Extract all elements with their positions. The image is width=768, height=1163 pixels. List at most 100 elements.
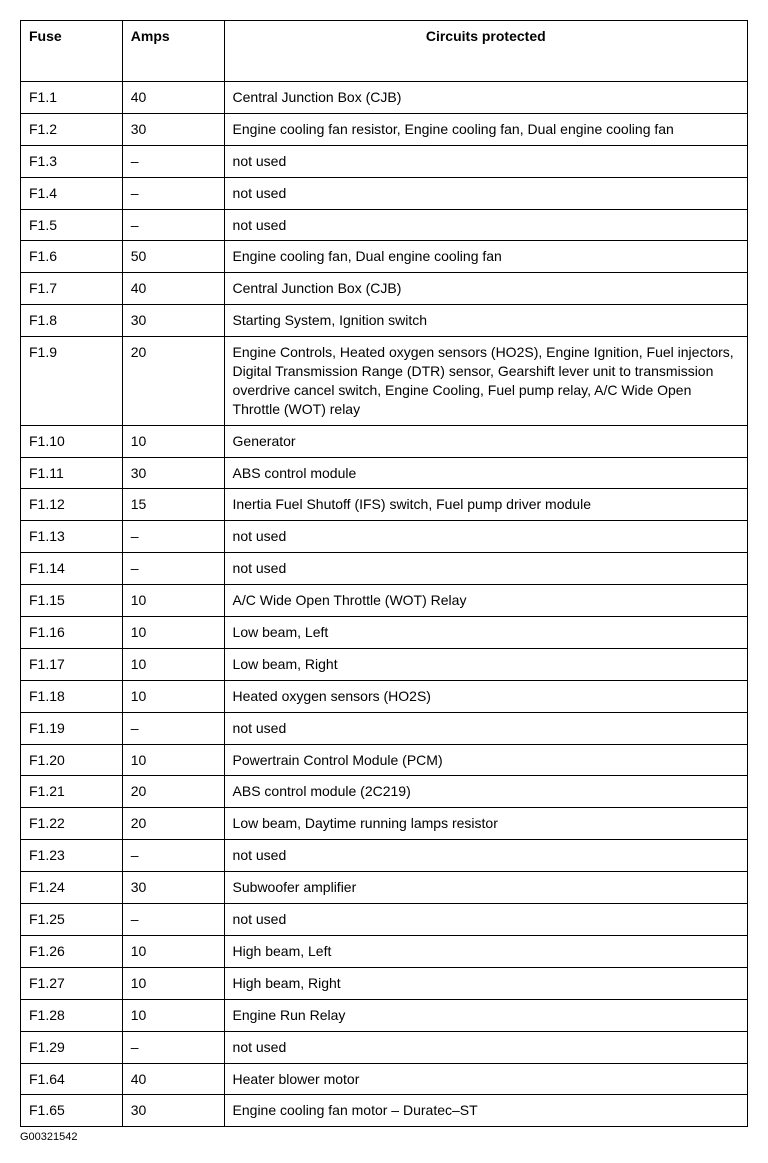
cell-amps: 10 [122, 585, 224, 617]
table-row: F1.6440Heater blower motor [21, 1063, 748, 1095]
cell-fuse: F1.4 [21, 177, 123, 209]
cell-fuse: F1.17 [21, 648, 123, 680]
col-header-amps: Amps [122, 21, 224, 82]
table-row: F1.14–not used [21, 553, 748, 585]
cell-circuits: not used [224, 1031, 747, 1063]
table-row: F1.1510A/C Wide Open Throttle (WOT) Rela… [21, 585, 748, 617]
cell-amps: 10 [122, 744, 224, 776]
cell-fuse: F1.15 [21, 585, 123, 617]
cell-fuse: F1.11 [21, 457, 123, 489]
cell-amps: 10 [122, 617, 224, 649]
cell-circuits: not used [224, 177, 747, 209]
table-row: F1.2220Low beam, Daytime running lamps r… [21, 808, 748, 840]
cell-amps: 15 [122, 489, 224, 521]
cell-circuits: Starting System, Ignition switch [224, 305, 747, 337]
cell-circuits: Heated oxygen sensors (HO2S) [224, 680, 747, 712]
table-row: F1.1010Generator [21, 425, 748, 457]
table-row: F1.2710High beam, Right [21, 967, 748, 999]
cell-fuse: F1.10 [21, 425, 123, 457]
cell-fuse: F1.13 [21, 521, 123, 553]
cell-circuits: not used [224, 209, 747, 241]
cell-fuse: F1.23 [21, 840, 123, 872]
cell-fuse: F1.24 [21, 872, 123, 904]
cell-circuits: not used [224, 553, 747, 585]
cell-amps: 20 [122, 808, 224, 840]
cell-circuits: ABS control module (2C219) [224, 776, 747, 808]
cell-amps: 10 [122, 999, 224, 1031]
cell-fuse: F1.27 [21, 967, 123, 999]
table-row: F1.650Engine cooling fan, Dual engine co… [21, 241, 748, 273]
cell-circuits: Engine Run Relay [224, 999, 747, 1031]
cell-fuse: F1.20 [21, 744, 123, 776]
cell-amps: – [122, 904, 224, 936]
cell-fuse: F1.7 [21, 273, 123, 305]
table-row: F1.3–not used [21, 145, 748, 177]
cell-amps: – [122, 1031, 224, 1063]
cell-circuits: Engine cooling fan resistor, Engine cool… [224, 113, 747, 145]
cell-circuits: ABS control module [224, 457, 747, 489]
table-row: F1.2430Subwoofer amplifier [21, 872, 748, 904]
cell-fuse: F1.14 [21, 553, 123, 585]
cell-amps: 30 [122, 1095, 224, 1127]
cell-amps: 50 [122, 241, 224, 273]
cell-amps: 30 [122, 457, 224, 489]
cell-amps: – [122, 177, 224, 209]
table-row: F1.23–not used [21, 840, 748, 872]
cell-fuse: F1.18 [21, 680, 123, 712]
table-row: F1.1710Low beam, Right [21, 648, 748, 680]
cell-circuits: Low beam, Daytime running lamps resistor [224, 808, 747, 840]
table-row: F1.2010Powertrain Control Module (PCM) [21, 744, 748, 776]
cell-circuits: High beam, Right [224, 967, 747, 999]
cell-circuits: not used [224, 145, 747, 177]
cell-circuits: High beam, Left [224, 935, 747, 967]
cell-amps: – [122, 145, 224, 177]
cell-fuse: F1.65 [21, 1095, 123, 1127]
cell-amps: 30 [122, 113, 224, 145]
col-header-circuits: Circuits protected [224, 21, 747, 82]
cell-fuse: F1.1 [21, 82, 123, 114]
table-row: F1.830Starting System, Ignition switch [21, 305, 748, 337]
cell-amps: 30 [122, 305, 224, 337]
cell-amps: – [122, 712, 224, 744]
cell-fuse: F1.5 [21, 209, 123, 241]
cell-fuse: F1.16 [21, 617, 123, 649]
cell-circuits: not used [224, 840, 747, 872]
cell-amps: 10 [122, 680, 224, 712]
fuse-table: Fuse Amps Circuits protected F1.140Centr… [20, 20, 748, 1127]
table-row: F1.140Central Junction Box (CJB) [21, 82, 748, 114]
cell-amps: 30 [122, 872, 224, 904]
table-row: F1.13–not used [21, 521, 748, 553]
cell-circuits: Central Junction Box (CJB) [224, 273, 747, 305]
table-row: F1.19–not used [21, 712, 748, 744]
cell-circuits: Low beam, Right [224, 648, 747, 680]
cell-amps: – [122, 521, 224, 553]
cell-amps: 20 [122, 337, 224, 426]
table-row: F1.1810Heated oxygen sensors (HO2S) [21, 680, 748, 712]
cell-circuits: Powertrain Control Module (PCM) [224, 744, 747, 776]
cell-fuse: F1.12 [21, 489, 123, 521]
cell-amps: – [122, 840, 224, 872]
cell-amps: 10 [122, 425, 224, 457]
table-row: F1.1130ABS control module [21, 457, 748, 489]
cell-fuse: F1.29 [21, 1031, 123, 1063]
cell-circuits: not used [224, 904, 747, 936]
cell-fuse: F1.3 [21, 145, 123, 177]
cell-circuits: A/C Wide Open Throttle (WOT) Relay [224, 585, 747, 617]
cell-amps: – [122, 553, 224, 585]
table-row: F1.1215Inertia Fuel Shutoff (IFS) switch… [21, 489, 748, 521]
cell-fuse: F1.26 [21, 935, 123, 967]
cell-circuits: not used [224, 712, 747, 744]
cell-amps: 10 [122, 935, 224, 967]
cell-fuse: F1.19 [21, 712, 123, 744]
cell-amps: 10 [122, 967, 224, 999]
cell-amps: 10 [122, 648, 224, 680]
table-header-row: Fuse Amps Circuits protected [21, 21, 748, 82]
cell-circuits: Engine Controls, Heated oxygen sensors (… [224, 337, 747, 426]
cell-fuse: F1.6 [21, 241, 123, 273]
cell-amps: 40 [122, 273, 224, 305]
table-row: F1.920Engine Controls, Heated oxygen sen… [21, 337, 748, 426]
cell-fuse: F1.8 [21, 305, 123, 337]
cell-fuse: F1.25 [21, 904, 123, 936]
table-row: F1.230Engine cooling fan resistor, Engin… [21, 113, 748, 145]
figure-id: G00321542 [20, 1131, 748, 1143]
